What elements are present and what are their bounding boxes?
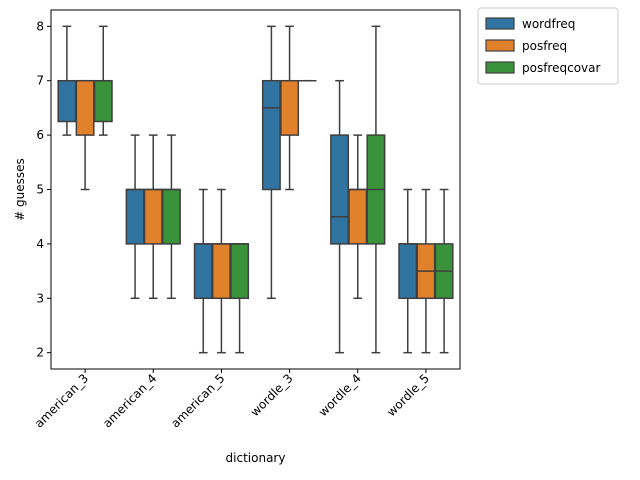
box-body bbox=[93, 79, 113, 123]
y-tick-label: 7 bbox=[36, 74, 44, 88]
box-body bbox=[161, 188, 181, 245]
x-axis-title: dictionary bbox=[226, 451, 286, 465]
x-tick-label-wordle_5: wordle_5 bbox=[384, 371, 432, 419]
y-tick-label: 5 bbox=[36, 183, 44, 197]
box-wordfreq-american_4 bbox=[125, 134, 145, 300]
box-posfreq-wordle_5 bbox=[416, 188, 436, 354]
box-body bbox=[330, 134, 350, 245]
box-wordfreq-wordle_5 bbox=[398, 188, 418, 354]
box-body bbox=[211, 243, 231, 300]
box-body bbox=[75, 79, 95, 136]
box-posfreqcovar-american_3 bbox=[93, 25, 113, 136]
y-tick-label: 3 bbox=[36, 291, 44, 305]
y-tick-label: 4 bbox=[36, 237, 44, 251]
box-body bbox=[143, 188, 163, 245]
legend-entry-posfreqcovar: posfreqcovar bbox=[522, 61, 601, 75]
box-wordfreq-american_3 bbox=[57, 25, 77, 136]
x-tick-label-wordle_3: wordle_3 bbox=[248, 371, 296, 419]
box-body bbox=[398, 243, 418, 300]
y-axis-title: # guesses bbox=[13, 158, 27, 221]
box-wordfreq-wordle_4 bbox=[330, 79, 350, 354]
x-tick-label-american_5: american_5 bbox=[168, 371, 227, 430]
y-tick-label: 6 bbox=[36, 128, 44, 142]
box-wordfreq-wordle_3 bbox=[261, 25, 281, 300]
box-posfreqcovar-wordle_4 bbox=[366, 25, 386, 354]
box-posfreq-wordle_4 bbox=[348, 134, 368, 300]
legend-entry-wordfreq: wordfreq bbox=[522, 17, 575, 31]
legend-swatch-posfreq bbox=[485, 39, 515, 52]
box-body bbox=[193, 243, 213, 300]
x-tick-label-american_3: american_3 bbox=[32, 371, 91, 430]
box-body bbox=[348, 188, 368, 245]
box-body bbox=[280, 79, 300, 136]
legend-swatch-posfreqcovar bbox=[485, 61, 515, 74]
x-tick-label-american_4: american_4 bbox=[100, 371, 159, 430]
axes-frame bbox=[50, 9, 461, 370]
box-posfreqcovar-wordle_5 bbox=[434, 188, 454, 354]
legend-entry-posfreq: posfreq bbox=[522, 39, 567, 53]
legend-swatch-wordfreq bbox=[485, 17, 515, 30]
plot-area: 2 3 4 5 6 7 8 american_3 american_4 american_5 wor… bbox=[32, 9, 461, 431]
box-body bbox=[230, 243, 250, 300]
box-posfreqcovar-american_4 bbox=[161, 134, 181, 300]
box-posfreq-american_5 bbox=[211, 188, 231, 354]
legend: wordfreq posfreq posfreqcovar bbox=[477, 7, 619, 85]
y-tick-label: 2 bbox=[36, 346, 44, 360]
box-posfreq-american_3 bbox=[75, 79, 95, 191]
box-wordfreq-american_5 bbox=[193, 188, 213, 354]
box-posfreqcovar-american_5 bbox=[230, 243, 250, 354]
box-posfreq-american_4 bbox=[143, 134, 163, 300]
y-tick-label: 8 bbox=[36, 19, 44, 33]
box-posfreq-wordle_3 bbox=[280, 25, 300, 191]
box-body bbox=[125, 188, 145, 245]
box-body bbox=[261, 79, 281, 191]
box-body bbox=[57, 79, 77, 123]
x-tick-label-wordle_4: wordle_4 bbox=[316, 371, 364, 419]
